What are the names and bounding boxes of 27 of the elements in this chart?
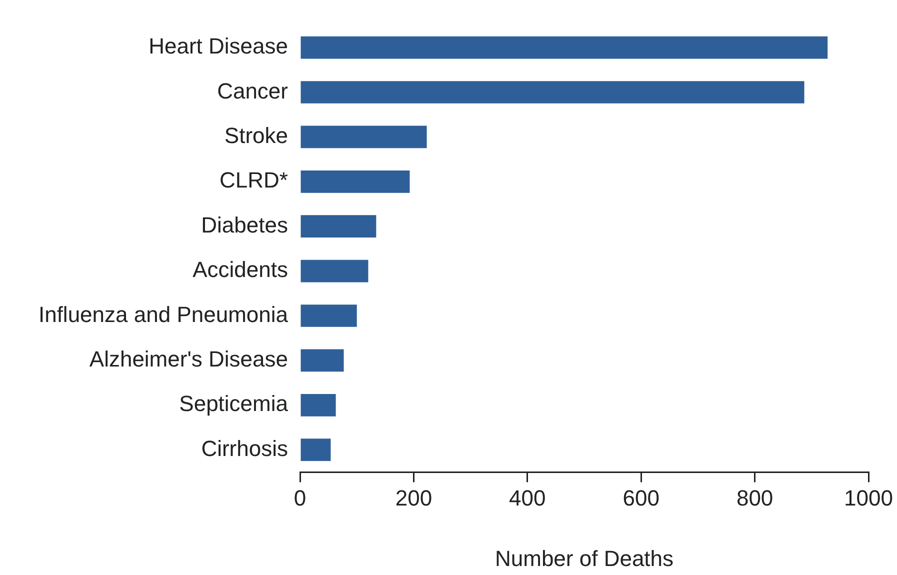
x-tick-label: 600 [622, 485, 660, 510]
bar [300, 215, 376, 238]
bar [300, 260, 368, 282]
y-tick-label: Alzheimer's Disease [89, 346, 288, 372]
bar [300, 36, 828, 59]
x-axis-title: Number of Deaths [495, 546, 674, 571]
y-tick-label: Accidents [192, 257, 288, 282]
y-tick-label: Influenza and Pneumonia [38, 302, 289, 327]
x-tick-label: 400 [509, 485, 546, 510]
bar [300, 304, 357, 327]
y-tick-label: CLRD* [220, 168, 288, 193]
x-tick-label: 800 [736, 485, 774, 510]
x-tick-label: 200 [395, 485, 432, 510]
y-tick-label: Cancer [217, 78, 288, 104]
y-tick-label: Septicemia [179, 391, 289, 416]
y-tick-label: Cirrhosis [201, 436, 288, 461]
y-tick-label: Stroke [224, 123, 288, 148]
x-tick-label: 0 [294, 485, 306, 510]
bar [300, 438, 331, 462]
bar [300, 126, 427, 148]
bar [300, 81, 804, 104]
x-tick-label: 1000 [844, 485, 894, 510]
bar [300, 349, 344, 372]
bar [300, 170, 410, 193]
y-tick-label: Heart Disease [148, 34, 288, 59]
y-tick-label: Diabetes [201, 212, 288, 238]
bar [300, 394, 336, 416]
